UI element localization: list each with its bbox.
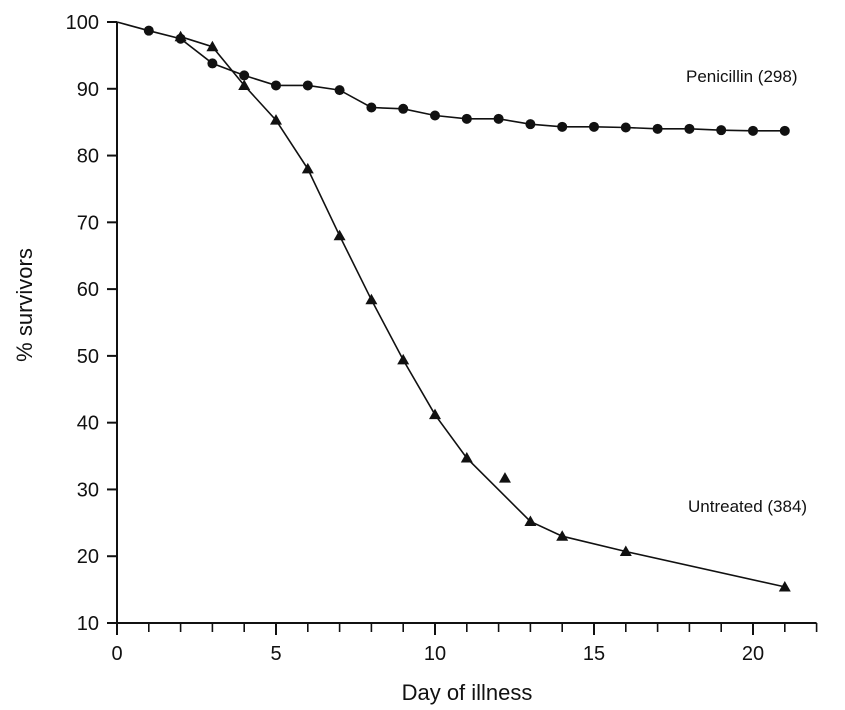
y-tick-label: 100 [66, 12, 99, 34]
x-tick-label: 10 [424, 643, 446, 665]
untreated-series-label: Untreated (384) [688, 497, 807, 516]
untreated-data-point [333, 229, 346, 241]
penicillin-series-line [116, 21, 785, 132]
y-tick-label: 60 [77, 279, 99, 301]
penicillin-data-point [748, 125, 758, 136]
penicillin-data-point [525, 119, 536, 130]
x-tick-label: 5 [270, 643, 281, 665]
penicillin-data-point [716, 125, 727, 136]
y-tick-label: 90 [77, 79, 99, 101]
untreated-data-point [206, 40, 219, 52]
y-tick-label: 40 [77, 413, 99, 435]
penicillin-data-point [302, 80, 313, 91]
untreated-data-point [524, 515, 537, 526]
untreated-data-point [498, 472, 511, 483]
untreated-data-point [301, 162, 314, 174]
y-tick-label: 10 [77, 613, 99, 635]
penicillin-data-point [589, 121, 599, 132]
penicillin-data-point [366, 102, 377, 113]
penicillin-data-point [143, 25, 154, 36]
untreated-data-point [270, 114, 282, 125]
penicillin-data-point [461, 113, 472, 124]
y-tick-label: 30 [77, 479, 99, 501]
untreated-data-point [556, 530, 569, 541]
untreated-data-point [619, 545, 632, 557]
y-axis-title: % survivors [12, 248, 37, 362]
penicillin-data-point [207, 58, 218, 69]
untreated-data-point [365, 293, 378, 305]
penicillin-data-point [271, 80, 281, 91]
penicillin-data-point [398, 103, 409, 114]
y-tick-label: 70 [77, 212, 99, 234]
untreated-data-point [429, 408, 441, 420]
y-tick-label: 20 [77, 546, 99, 568]
untreated-data-point [238, 79, 251, 90]
untreated-data-point [397, 353, 410, 365]
untreated-data-point [778, 580, 791, 592]
untreated-data-point [460, 452, 473, 463]
penicillin-data-point [652, 123, 663, 134]
y-tick-label: 50 [77, 346, 99, 368]
axes: 10 20 30 40 50 60 70 80 90 100 0 5 10 15 20 [66, 12, 818, 665]
penicillin-data-point [334, 85, 345, 96]
x-tick-label: 15 [583, 643, 605, 665]
untreated-data-point [174, 30, 187, 42]
penicillin-data-point [779, 125, 790, 136]
data-markers [143, 25, 791, 592]
penicillin-series-label: Penicillin (298) [686, 67, 798, 86]
penicillin-data-point [493, 113, 504, 124]
penicillin-data-point [239, 70, 250, 81]
penicillin-data-point [684, 123, 695, 134]
penicillin-data-point [557, 121, 568, 132]
x-tick-label: 20 [742, 643, 764, 665]
penicillin-data-point [430, 110, 440, 121]
penicillin-data-point [620, 122, 631, 133]
y-tick-label: 80 [77, 146, 99, 168]
x-tick-label: 0 [111, 643, 122, 665]
series-lines [116, 21, 785, 588]
untreated-series-line [180, 35, 785, 588]
x-axis-title: Day of illness [402, 680, 533, 705]
